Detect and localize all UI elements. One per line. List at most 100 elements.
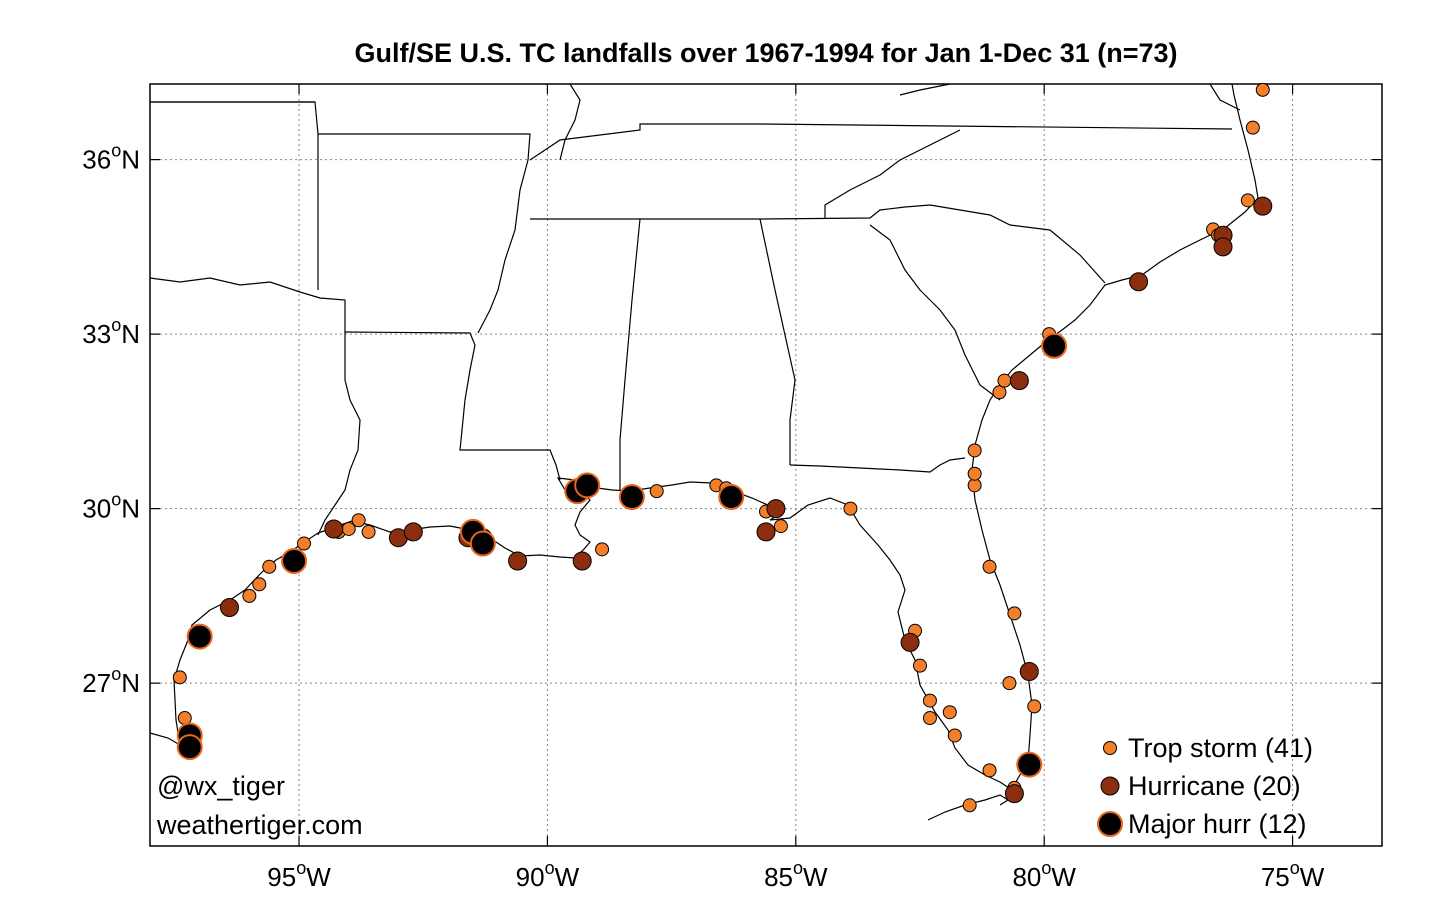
- state-line-north: [530, 204, 1106, 284]
- peninsula-border: [789, 457, 966, 473]
- landfall-point-ts: [982, 763, 997, 778]
- landfall-point-ts: [942, 705, 957, 720]
- landfall-point-ts: [172, 670, 187, 685]
- landfall-point-h: [1009, 371, 1029, 391]
- y-tick-deg: o: [111, 141, 121, 161]
- landfall-point-h: [1253, 196, 1273, 216]
- y-tick-dir: N: [121, 319, 140, 349]
- landfall-point-h: [900, 632, 920, 652]
- landfall-point-ts: [1245, 120, 1260, 135]
- landfall-point-ts: [595, 542, 610, 557]
- y-tick-label: 27oN: [82, 664, 140, 698]
- landfall-point-mh: [574, 472, 601, 499]
- y-tick-num: 30: [82, 494, 111, 524]
- landfall-point-mh: [281, 547, 308, 574]
- landfall-point-h: [766, 499, 786, 519]
- x-tick-label: 90oW: [516, 858, 580, 892]
- landfall-point-ts: [242, 588, 257, 603]
- y-tick-dir: N: [121, 145, 140, 175]
- y-tick-num: 27: [82, 668, 111, 698]
- landfall-point-mh: [469, 530, 496, 557]
- x-tick-deg: o: [793, 858, 803, 878]
- landfall-point-h: [1213, 237, 1233, 257]
- landfall-point-h: [1004, 784, 1024, 804]
- state-line-ga-sc: [869, 224, 1001, 401]
- landfall-point-mh: [186, 623, 213, 650]
- y-tick-num: 33: [82, 319, 111, 349]
- landfall-point-h: [508, 551, 528, 571]
- x-tick-dir: W: [1300, 862, 1325, 892]
- credit-site: weathertiger.com: [156, 810, 363, 840]
- y-tick-deg: o: [111, 315, 121, 335]
- x-tick-num: 95: [267, 862, 296, 892]
- landfall-point-ts: [947, 728, 962, 743]
- y-tick-dir: N: [121, 494, 140, 524]
- landfall-point-ts: [967, 443, 982, 458]
- landfall-point-ts: [1255, 82, 1270, 97]
- legend-marker-mh: [1097, 811, 1123, 837]
- landfall-point-mh: [618, 483, 645, 510]
- x-tick-deg: o: [296, 858, 306, 878]
- axis-ticks-x: 95oW 90oW 85oW 80oW 75oW: [267, 84, 1325, 892]
- landfall-point-h: [572, 551, 592, 571]
- landfall-point-mh: [1041, 332, 1068, 359]
- landfall-point-ts: [262, 559, 277, 574]
- landfall-point-h: [403, 522, 423, 542]
- state-line-la-ms: [344, 331, 561, 481]
- legend-marker-ts: [1103, 741, 1117, 755]
- legend-label-h: Hurricane (20): [1128, 771, 1301, 801]
- x-tick-deg: o: [1041, 858, 1051, 878]
- credit-handle: @wx_tiger: [157, 771, 285, 801]
- legend-label-ts: Trop storm (41): [1128, 733, 1313, 763]
- x-tick-dir: W: [803, 862, 828, 892]
- landfall-point-ts: [843, 501, 858, 516]
- x-tick-num: 85: [764, 862, 793, 892]
- x-tick-num: 80: [1012, 862, 1041, 892]
- landfall-point-ts: [297, 536, 311, 551]
- landfall-point-mh: [1016, 751, 1043, 778]
- x-tick-dir: W: [1051, 862, 1076, 892]
- x-tick-deg: o: [545, 858, 555, 878]
- y-tick-label: 36oN: [82, 141, 140, 175]
- landfall-point-h: [324, 519, 344, 539]
- landfall-point-ts: [773, 519, 788, 534]
- x-tick-label: 85oW: [764, 858, 828, 892]
- y-tick-deg: o: [111, 490, 121, 510]
- landfall-point-ts: [922, 711, 937, 726]
- x-tick-dir: W: [555, 862, 580, 892]
- x-tick-num: 75: [1261, 862, 1290, 892]
- landfall-points: [172, 82, 1273, 813]
- y-tick-num: 36: [82, 145, 111, 175]
- x-tick-label: 95oW: [267, 858, 331, 892]
- landfall-point-ts: [992, 385, 1007, 400]
- legend: Trop storm (41) Hurricane (20) Major hurr …: [1097, 733, 1313, 839]
- landfall-point-ts: [649, 484, 664, 499]
- state-line-ne: [1209, 83, 1241, 111]
- landfall-point-ts: [997, 373, 1012, 388]
- coastline: [149, 83, 1259, 791]
- state-line-va: [899, 83, 951, 96]
- landfall-point-ts: [982, 559, 997, 574]
- landfall-point-h: [219, 598, 239, 618]
- y-tick-label: 33oN: [82, 315, 140, 349]
- state-line-tx-la: [317, 332, 361, 536]
- landfall-point-h: [756, 522, 776, 542]
- landfall-point-ts: [967, 478, 982, 493]
- state-line-tx-red: [149, 277, 346, 332]
- state-line-ms-al: [619, 218, 641, 490]
- x-tick-label: 80oW: [1012, 858, 1076, 892]
- landfall-point-ts: [962, 798, 977, 813]
- state-line-nc-tn: [824, 129, 961, 218]
- y-tick-deg: o: [111, 664, 121, 684]
- river-mississippi: [559, 83, 581, 161]
- x-tick-dir: W: [306, 862, 331, 892]
- landfall-point-mh: [718, 483, 745, 510]
- y-tick-dir: N: [121, 668, 140, 698]
- landfall-point-ts: [1027, 699, 1042, 714]
- state-line-al-ga: [759, 218, 796, 465]
- landfall-point-ts: [1002, 676, 1017, 691]
- landfall-point-ts: [1240, 193, 1255, 208]
- landfall-point-ts: [913, 658, 927, 673]
